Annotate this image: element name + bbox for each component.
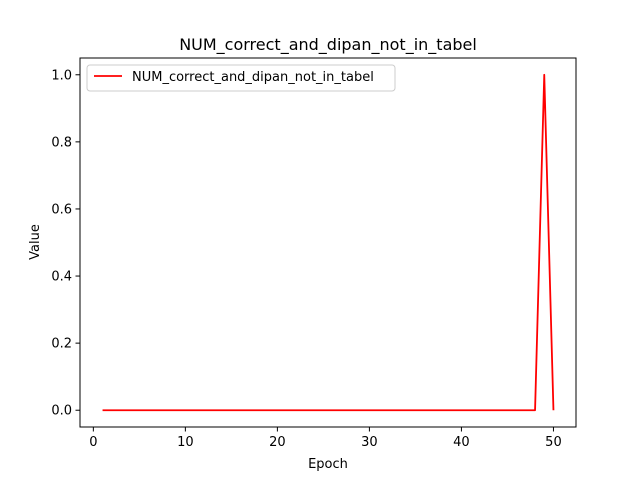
y-tick-label: 0.2 bbox=[51, 337, 72, 352]
chart-title: NUM_correct_and_dipan_not_in_tabel bbox=[179, 35, 477, 55]
x-tick-label: 40 bbox=[453, 435, 470, 450]
series-line bbox=[102, 73, 555, 412]
legend-entry-label: NUM_correct_and_dipan_not_in_tabel bbox=[132, 70, 374, 85]
x-tick-label: 10 bbox=[177, 435, 194, 450]
legend-box bbox=[86, 64, 396, 92]
y-tick-label: 0.4 bbox=[51, 270, 72, 285]
x-tick-label: 0 bbox=[89, 435, 97, 450]
y-tick-label: 1.0 bbox=[51, 68, 72, 83]
x-tick-label: 20 bbox=[269, 435, 286, 450]
x-tick-label: 50 bbox=[545, 435, 562, 450]
x-axis-ticks: 0 10 20 30 40 50 bbox=[89, 427, 562, 450]
y-tick-label: 0.6 bbox=[51, 202, 72, 217]
plot-frame bbox=[79, 57, 577, 428]
legend: NUM_correct_and_dipan_not_in_tabel bbox=[86, 64, 396, 92]
y-tick-label: 0.0 bbox=[51, 404, 72, 419]
x-tick-label: 30 bbox=[361, 435, 378, 450]
y-axis-label: Value bbox=[28, 224, 43, 260]
y-axis-ticks: 0.0 0.2 0.4 0.6 0.8 1.0 bbox=[51, 68, 80, 419]
series-layer bbox=[102, 73, 555, 412]
x-axis-label: Epoch bbox=[308, 457, 348, 472]
y-tick-label: 0.8 bbox=[51, 135, 72, 150]
